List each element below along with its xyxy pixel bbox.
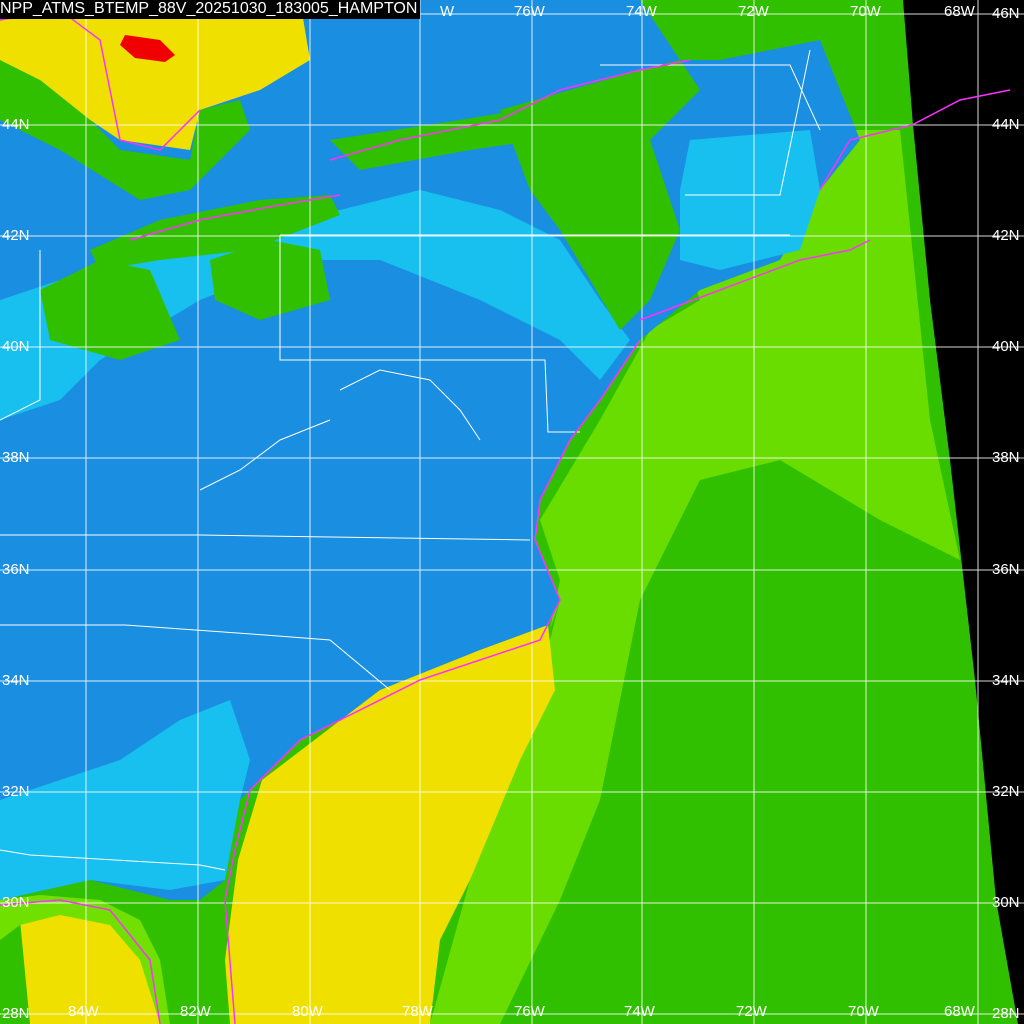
state-border <box>279 235 580 433</box>
state-border <box>0 624 391 691</box>
latitude-label-right: 44N <box>992 116 1020 133</box>
latitude-label-right: 32N <box>992 783 1020 800</box>
coastline-new-england <box>819 89 1011 191</box>
longitude-label-bottom: 70W <box>848 1003 879 1020</box>
northwest-yellow-region <box>0 0 310 150</box>
latitude-label-right: 34N <box>992 672 1020 689</box>
longitude-label-bottom: 76W <box>514 1003 545 1020</box>
state-border <box>0 534 531 541</box>
longitude-label-top: 70W <box>850 3 881 20</box>
coastline-lake-erie <box>129 194 341 241</box>
latitude-label-left: 30N <box>2 894 30 911</box>
state-border <box>199 419 331 491</box>
no-data-region <box>903 0 1024 1024</box>
latitude-label-left: 44N <box>2 116 30 133</box>
coastline <box>0 9 1011 1024</box>
latitude-label-left: 28N <box>2 1005 30 1022</box>
state-border <box>685 49 811 196</box>
longitude-label-bottom: 82W <box>180 1003 211 1020</box>
longitude-label-top: 72W <box>738 3 769 20</box>
latitude-label-left: 32N <box>2 783 30 800</box>
latitude-label-left: 42N <box>2 227 30 244</box>
longitude-label-bottom: 68W <box>944 1003 975 1020</box>
latitude-label-right: 46N <box>992 5 1020 22</box>
longitude-label-bottom: 80W <box>292 1003 323 1020</box>
latitude-label-left: 38N <box>2 449 30 466</box>
florida-green-edge <box>0 895 170 1024</box>
hot-spot-red <box>120 35 175 62</box>
latitude-label-right: 28N <box>992 1005 1020 1022</box>
longitude-label-bottom: 74W <box>624 1003 655 1020</box>
land-green-patch-central <box>210 240 330 320</box>
coastline-long-island <box>639 239 871 321</box>
land-green-patch-west <box>40 260 180 360</box>
state-border <box>0 250 41 421</box>
lake-erie-green <box>90 195 340 270</box>
latitude-label-right: 30N <box>992 894 1020 911</box>
longitude-label-top: 68W <box>944 3 975 20</box>
northwest-green-edge <box>0 60 250 200</box>
state-borders <box>0 49 821 871</box>
latitude-label-left: 36N <box>2 561 30 578</box>
state-border <box>0 849 226 871</box>
new-england-light <box>680 130 820 270</box>
latitude-label-right: 40N <box>992 338 1020 355</box>
longitude-label-top: 74W <box>626 3 657 20</box>
longitude-label-bottom: 84W <box>68 1003 99 1020</box>
ocean-light-green <box>430 130 960 1024</box>
longitude-label-bottom: 78W <box>402 1003 433 1020</box>
state-border <box>339 369 481 441</box>
northern-green-region <box>500 60 700 330</box>
coastline-gulf <box>0 899 161 1024</box>
longitude-label-top: 76W <box>514 3 545 20</box>
image-title: NPP_ATMS_BTEMP_88V_20251030_183005_HAMPT… <box>0 0 421 19</box>
land-light-region-2 <box>0 700 250 900</box>
offshore-yellow-region <box>225 625 555 1024</box>
latitude-label-left: 34N <box>2 672 30 689</box>
latitude-label-right: 38N <box>992 449 1020 466</box>
latitude-label-right: 42N <box>992 227 1020 244</box>
longitude-label-top: W <box>440 3 455 20</box>
coastline-lake-ontario <box>329 59 691 161</box>
coastline-east <box>224 339 641 1024</box>
longitude-label-bottom: 72W <box>736 1003 767 1020</box>
latitude-label-right: 36N <box>992 561 1020 578</box>
latitude-label-left: 40N <box>2 338 30 355</box>
